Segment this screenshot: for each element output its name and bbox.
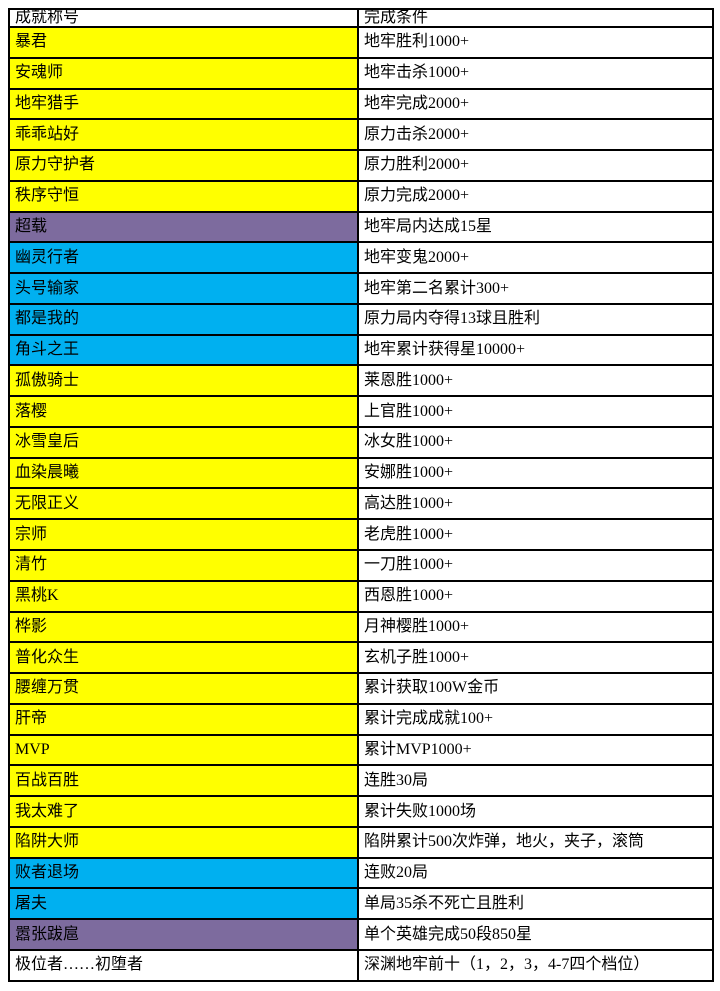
completion-condition-cell: 玄机子胜1000+: [357, 641, 714, 675]
table-row: MVP 累计MVP1000+: [8, 733, 714, 767]
completion-condition-cell: 老虎胜1000+: [357, 518, 714, 552]
table-row: 败者退场 连败20局: [8, 856, 714, 890]
achievement-title-cell: 我太难了: [8, 795, 359, 828]
table-row: 腰缠万贯 累计获取100W金币: [8, 672, 714, 705]
table-row: 幽灵行者 地牢变鬼2000+: [8, 241, 714, 275]
completion-condition-cell: 地牢变鬼2000+: [357, 241, 714, 275]
column-header-completion-condition: 完成条件: [357, 8, 714, 28]
completion-condition-cell: 累计失败1000场: [357, 795, 714, 828]
completion-condition-cell: 西恩胜1000+: [357, 579, 714, 613]
table-row: 陷阱大师 陷阱累计500次炸弹，地火，夹子，滚筒: [8, 825, 714, 859]
table-row: 角斗之王 地牢累计获得星10000+: [8, 333, 714, 367]
table-row: 嚣张跋扈 单个英雄完成50段850星: [8, 918, 714, 951]
achievement-title-cell: 冰雪皇后: [8, 425, 359, 459]
achievement-title-cell: 血染晨曦: [8, 456, 359, 490]
table-row: 清竹 一刀胜1000+: [8, 549, 714, 582]
completion-condition-cell: 冰女胜1000+: [357, 425, 714, 459]
table-row: 桦影 月神樱胜1000+: [8, 610, 714, 644]
achievement-title-cell: 都是我的: [8, 302, 359, 336]
table-row: 宗师 老虎胜1000+: [8, 518, 714, 552]
completion-condition-cell: 陷阱累计500次炸弹，地火，夹子，滚筒: [357, 825, 714, 859]
achievement-title-cell: 清竹: [8, 549, 359, 582]
table-row: 暴君 地牢胜利1000+: [8, 26, 714, 59]
completion-condition-cell: 高达胜1000+: [357, 487, 714, 521]
table-row: 头号输家 地牢第二名累计300+: [8, 272, 714, 305]
completion-condition-cell: 累计MVP1000+: [357, 733, 714, 767]
completion-condition-cell: 单个英雄完成50段850星: [357, 918, 714, 951]
achievement-title-cell: 原力守护者: [8, 149, 359, 182]
completion-condition-cell: 莱恩胜1000+: [357, 364, 714, 398]
achievement-title-cell: 超载: [8, 210, 359, 244]
completion-condition-cell: 地牢第二名累计300+: [357, 272, 714, 305]
achievement-title-cell: 屠夫: [8, 887, 359, 921]
completion-condition-cell: 原力完成2000+: [357, 179, 714, 213]
achievement-title-cell: MVP: [8, 733, 359, 767]
table-row: 乖乖站好 原力击杀2000+: [8, 118, 714, 152]
table-row: 原力守护者 原力胜利2000+: [8, 149, 714, 182]
achievement-title-cell: 暴君: [8, 26, 359, 59]
achievement-title-cell: 肝帝: [8, 702, 359, 736]
achievement-title-cell: 桦影: [8, 610, 359, 644]
achievement-title-cell: 宗师: [8, 518, 359, 552]
completion-condition-cell: 一刀胜1000+: [357, 549, 714, 582]
achievement-title-cell: 乖乖站好: [8, 118, 359, 152]
table-row: 我太难了 累计失败1000场: [8, 795, 714, 828]
achievement-table: 成就称号 完成条件 暴君 地牢胜利1000+ 安魂师 地牢击杀1000+ 地牢猎手 地牢完…: [8, 8, 714, 983]
table-row: 冰雪皇后 冰女胜1000+: [8, 425, 714, 459]
achievement-title-cell: 秩序守恒: [8, 179, 359, 213]
achievement-title-cell: 幽灵行者: [8, 241, 359, 275]
achievement-title-cell: 安魂师: [8, 56, 359, 90]
header-row: 成就称号 完成条件: [8, 8, 714, 28]
table-row: 黑桃K 西恩胜1000+: [8, 579, 714, 613]
achievement-title-cell: 陷阱大师: [8, 825, 359, 859]
table-row: 肝帝 累计完成成就100+: [8, 702, 714, 736]
completion-condition-cell: 单局35杀不死亡且胜利: [357, 887, 714, 921]
achievement-title-cell: 败者退场: [8, 856, 359, 890]
achievement-title-cell: 黑桃K: [8, 579, 359, 613]
completion-condition-cell: 地牢累计获得星10000+: [357, 333, 714, 367]
completion-condition-cell: 地牢胜利1000+: [357, 26, 714, 59]
table-row: 屠夫 单局35杀不死亡且胜利: [8, 887, 714, 921]
achievement-title-cell: 地牢猎手: [8, 87, 359, 121]
completion-condition-cell: 地牢完成2000+: [357, 87, 714, 121]
completion-condition-cell: 累计完成成就100+: [357, 702, 714, 736]
column-header-achievement-title: 成就称号: [8, 8, 359, 28]
achievement-title-cell: 落樱: [8, 395, 359, 428]
achievement-table-body: 暴君 地牢胜利1000+ 安魂师 地牢击杀1000+ 地牢猎手 地牢完成2000+ 乖乖站好…: [8, 26, 714, 983]
achievement-title-cell: 无限正义: [8, 487, 359, 521]
table-row: 秩序守恒 原力完成2000+: [8, 179, 714, 213]
achievement-title-cell: 孤傲骑士: [8, 364, 359, 398]
table-row: 血染晨曦 安娜胜1000+: [8, 456, 714, 490]
table-row: 地牢猎手 地牢完成2000+: [8, 87, 714, 121]
completion-condition-cell: 深渊地牢前十（1，2，3，4-7四个档位）: [357, 948, 714, 983]
table-row: 极位者……初堕者 深渊地牢前十（1，2，3，4-7四个档位）: [8, 948, 714, 983]
completion-condition-cell: 原力胜利2000+: [357, 149, 714, 182]
achievement-title-cell: 嚣张跋扈: [8, 918, 359, 951]
achievement-title-cell: 头号输家: [8, 272, 359, 305]
table-row: 普化众生 玄机子胜1000+: [8, 641, 714, 675]
achievement-title-cell: 角斗之王: [8, 333, 359, 367]
table-row: 孤傲骑士 莱恩胜1000+: [8, 364, 714, 398]
completion-condition-cell: 原力局内夺得13球且胜利: [357, 302, 714, 336]
table-row: 落樱 上官胜1000+: [8, 395, 714, 428]
completion-condition-cell: 月神樱胜1000+: [357, 610, 714, 644]
completion-condition-cell: 地牢击杀1000+: [357, 56, 714, 90]
table-row: 超载 地牢局内达成15星: [8, 210, 714, 244]
table-row: 安魂师 地牢击杀1000+: [8, 56, 714, 90]
completion-condition-cell: 安娜胜1000+: [357, 456, 714, 490]
achievement-title-cell: 百战百胜: [8, 764, 359, 798]
achievement-title-cell: 腰缠万贯: [8, 672, 359, 705]
table-row: 百战百胜 连胜30局: [8, 764, 714, 798]
completion-condition-cell: 累计获取100W金币: [357, 672, 714, 705]
table-row: 都是我的 原力局内夺得13球且胜利: [8, 302, 714, 336]
completion-condition-cell: 连胜30局: [357, 764, 714, 798]
completion-condition-cell: 上官胜1000+: [357, 395, 714, 428]
table-row: 无限正义 高达胜1000+: [8, 487, 714, 521]
completion-condition-cell: 原力击杀2000+: [357, 118, 714, 152]
completion-condition-cell: 连败20局: [357, 856, 714, 890]
completion-condition-cell: 地牢局内达成15星: [357, 210, 714, 244]
achievement-title-cell: 极位者……初堕者: [8, 948, 359, 983]
achievement-title-cell: 普化众生: [8, 641, 359, 675]
